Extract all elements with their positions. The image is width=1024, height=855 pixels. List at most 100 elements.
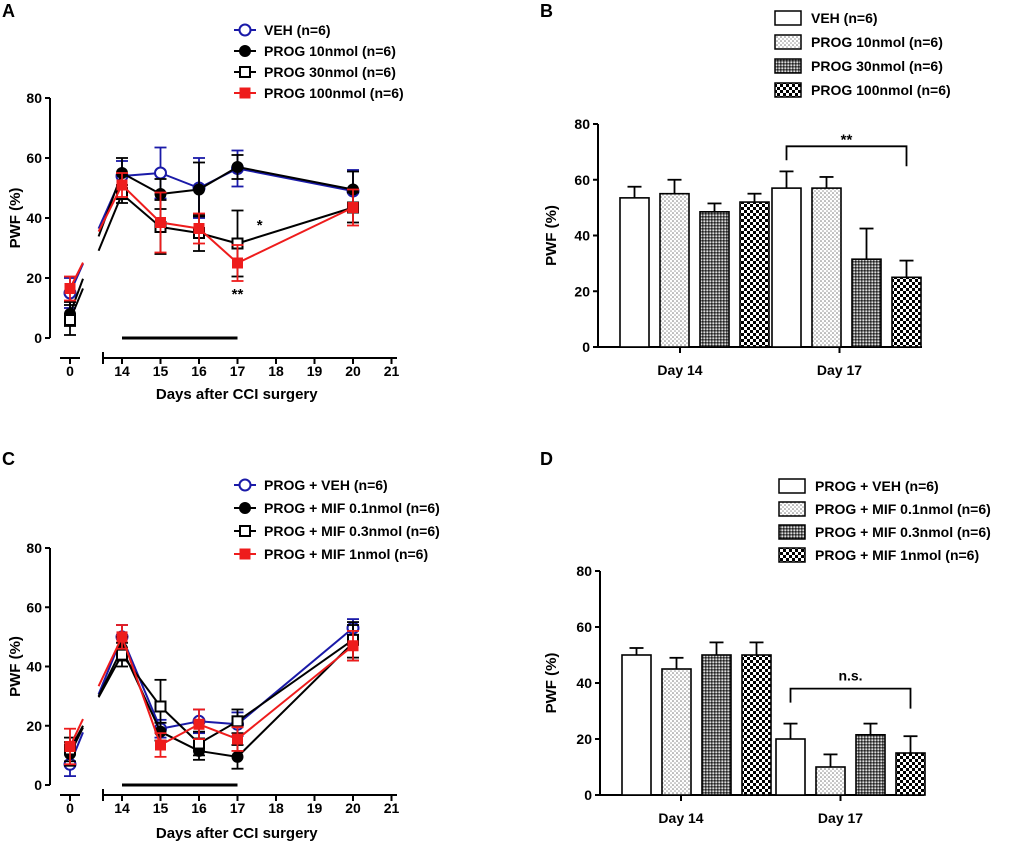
legend-label: PROG + VEH (n=6) xyxy=(264,477,388,493)
bar xyxy=(741,654,772,796)
series-line-segment xyxy=(121,172,161,195)
data-point xyxy=(193,223,205,234)
panel-d: D 0 20 40 60 80 PWF (%) Day 14 Day 17 PROG + VEH … xyxy=(540,449,991,826)
x-axis-label: Days after CCI surgery xyxy=(156,825,318,842)
data-point xyxy=(232,257,243,269)
y-tick-label: 80 xyxy=(574,116,590,132)
bar xyxy=(811,187,842,348)
x-tick-label: 0 xyxy=(66,800,74,816)
series-3 xyxy=(64,624,359,766)
x-tick-label: 19 xyxy=(307,800,323,816)
bar xyxy=(661,668,692,796)
bar xyxy=(775,738,806,796)
legend-marker xyxy=(239,45,251,57)
significance-bracket xyxy=(789,687,912,709)
x-tick-label: 15 xyxy=(153,800,169,816)
x-tick-label: 16 xyxy=(191,363,207,379)
y-tick-label: 40 xyxy=(574,228,590,244)
x-tick-label: 20 xyxy=(345,800,361,816)
y-tick-label: 60 xyxy=(26,599,42,615)
legend-label: VEH (n=6) xyxy=(811,10,878,26)
y-axis-label: PWF (%) xyxy=(543,653,560,714)
y-tick-label: 60 xyxy=(576,619,592,635)
legend-label: PROG 10nmol (n=6) xyxy=(811,34,943,50)
series-line-segment xyxy=(97,636,123,687)
series-line-segment xyxy=(198,166,239,191)
y-tick-label: 0 xyxy=(34,777,42,793)
data-point xyxy=(231,750,244,763)
legend-label: PROG + MIF 0.3nmol (n=6) xyxy=(815,524,991,540)
legend-label: PROG + VEH (n=6) xyxy=(815,478,939,494)
x-tick-label: 18 xyxy=(268,363,284,379)
significance-annotation: * xyxy=(257,217,263,234)
significance-annotation: ** xyxy=(841,131,853,148)
panel-c: C 0 20 40 60 80 PWF (%) 0 14 15 16 17 18 19 20 21 Days a… xyxy=(2,449,440,842)
series-line-segment xyxy=(237,206,354,264)
data-point xyxy=(116,179,128,191)
legend-label: PROG + MIF 0.3nmol (n=6) xyxy=(264,523,440,539)
x-tick-label: 17 xyxy=(230,363,246,379)
significance-annotation: n.s. xyxy=(838,668,862,684)
data-point xyxy=(193,718,205,730)
legend-label: PROG 10nmol (n=6) xyxy=(264,43,396,59)
y-tick-label: 40 xyxy=(576,675,592,691)
series-line-segment xyxy=(237,167,354,192)
y-tick-label: 20 xyxy=(574,283,590,299)
y-tick-label: 0 xyxy=(34,330,42,346)
y-tick-label: 40 xyxy=(26,659,42,675)
legend-swatch xyxy=(778,501,806,517)
legend-label: PROG 30nmol (n=6) xyxy=(811,58,943,74)
series-line-segment xyxy=(121,636,162,746)
series-line-segment xyxy=(236,644,354,740)
legend-swatch xyxy=(774,10,802,26)
significance-annotation: ** xyxy=(232,286,244,303)
series-line-segment xyxy=(160,188,200,195)
legend-swatch xyxy=(774,82,802,98)
y-tick-label: 20 xyxy=(26,718,42,734)
bar xyxy=(659,192,690,348)
y-tick-label: 0 xyxy=(582,339,590,355)
data-point xyxy=(155,739,166,751)
legend-swatch xyxy=(774,58,802,74)
series-line-segment xyxy=(121,193,162,228)
bar xyxy=(619,197,650,348)
legend-label: PROG 100nmol (n=6) xyxy=(264,85,404,101)
y-tick-label: 0 xyxy=(584,787,592,803)
panel-label: C xyxy=(2,449,15,469)
data-point xyxy=(154,166,167,180)
bar xyxy=(701,654,732,796)
x-tick-label: 17 xyxy=(230,800,246,816)
panel-label: D xyxy=(540,449,553,469)
legend-marker xyxy=(239,548,251,560)
series-3 xyxy=(64,172,359,302)
x-tick-label: 15 xyxy=(153,363,169,379)
legend-swatch xyxy=(778,547,806,563)
x-tick-label: 21 xyxy=(384,363,400,379)
legend-marker xyxy=(238,478,252,492)
legend-swatch xyxy=(774,34,802,50)
x-tick-label: 16 xyxy=(191,800,207,816)
series-line-segment xyxy=(198,749,238,758)
bar xyxy=(891,276,922,348)
legend-swatch xyxy=(778,524,806,540)
legend-marker xyxy=(238,23,252,37)
series-line-segment xyxy=(198,227,239,264)
data-point xyxy=(193,183,205,196)
y-tick-label: 80 xyxy=(26,540,42,556)
x-axis-label: Days after CCI surgery xyxy=(156,386,318,403)
data-point xyxy=(116,631,128,643)
x-tick-label: 20 xyxy=(345,363,361,379)
panel-b: B 0 20 40 60 80 PWF (%) Day 14 Day 17 VEH (n=6) PR… xyxy=(540,1,951,378)
series-line-segment xyxy=(160,226,200,234)
series-line-segment xyxy=(160,730,200,752)
x-tick-label: 0 xyxy=(66,363,74,379)
legend-label: PROG + MIF 1nmol (n=6) xyxy=(815,547,979,563)
panel-label: A xyxy=(2,1,15,21)
data-point xyxy=(116,648,128,661)
series-1 xyxy=(64,624,359,770)
series-line-segment xyxy=(198,723,238,741)
y-axis-label: PWF (%) xyxy=(7,188,24,249)
y-tick-label: 80 xyxy=(576,563,592,579)
y-tick-label: 40 xyxy=(26,210,42,226)
